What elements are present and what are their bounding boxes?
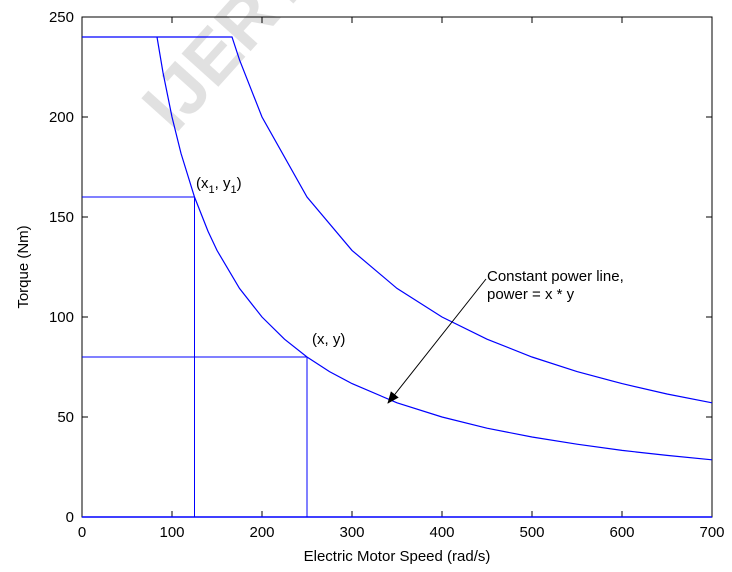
y-tick-label: 50 [57,409,74,426]
y-tick-label: 100 [49,309,74,326]
annotation-arrow [387,278,487,404]
x-tick-label: 0 [78,524,86,541]
annotation-line-2: power = x * y [487,286,575,303]
x-tick-label: 200 [249,524,274,541]
y-tick-label: 200 [49,109,74,126]
annotation-point-x1-y1: (x1, y1) [196,175,242,196]
annotation-constant-power-line: Constant power line, power = x * y [487,268,628,303]
watermark-text: IJERT [127,0,323,146]
x-axis-label: Electric Motor Speed (rad/s) [304,548,491,565]
series-lines [82,36,713,461]
x-tick-label: 500 [519,524,544,541]
y-tick-label: 0 [66,509,74,526]
x-axis: 0 100 200 300 400 500 600 700 [78,17,725,541]
x-tick-label: 100 [159,524,184,541]
y-axis: 0 50 100 150 200 250 [49,9,712,526]
x-tick-label: 400 [429,524,454,541]
reference-lines [82,196,712,518]
annotation-line-1: Constant power line, [487,268,624,285]
y-tick-label: 150 [49,209,74,226]
constant-power-curve [156,36,713,461]
y-tick-label: 250 [49,9,74,26]
upper-limit-curve [82,36,713,404]
annotation-point-x-y: (x, y) [312,331,345,348]
x-tick-label: 600 [609,524,634,541]
watermark: IJERT [127,0,323,146]
x-tick-label: 300 [339,524,364,541]
y-axis-label: Torque (Nm) [15,225,32,308]
x-tick-label: 700 [699,524,724,541]
